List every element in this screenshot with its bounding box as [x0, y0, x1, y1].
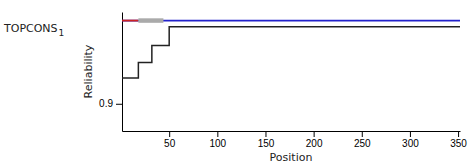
tick-mark: [217, 131, 218, 137]
annotation-text: TOPCONS: [3, 22, 58, 35]
tick-label: 250: [354, 138, 371, 149]
tick-label: 50: [164, 138, 176, 149]
tick: 150: [258, 131, 275, 149]
tick-label: 0.9: [99, 98, 113, 109]
tick-label: 300: [402, 138, 419, 149]
marks: [122, 21, 460, 79]
tick-mark: [362, 131, 363, 137]
x-axis: 50 100 150 200 250 300 350: [123, 131, 468, 149]
tick-label: 100: [209, 138, 226, 149]
tick: 0.9: [99, 98, 122, 109]
tick-mark: [458, 131, 459, 137]
plot: 50 100 150 200 250 300 350 0.9: [99, 13, 467, 150]
tick-label: 200: [306, 138, 323, 149]
chart: 50 100 150 200 250 300 350 0.9 Position Reliabili…: [0, 0, 474, 165]
y-axis-title: Reliability: [82, 44, 95, 98]
tick: 250: [354, 131, 371, 149]
tick-mark: [116, 104, 122, 105]
tick: 100: [209, 131, 226, 149]
line: [122, 27, 460, 78]
axis-line: [123, 131, 461, 132]
y-axis: 0.9: [99, 13, 122, 132]
line: [122, 20, 138, 22]
tick: 200: [306, 131, 323, 149]
line: [138, 18, 163, 23]
tick: 300: [402, 131, 419, 149]
line: [122, 20, 460, 22]
tick: 50: [164, 131, 176, 149]
axis-line: [122, 13, 123, 132]
tick-mark: [265, 131, 266, 137]
tick-mark: [169, 131, 170, 137]
tick-mark: [410, 131, 411, 137]
annotation: TOPCONS1: [3, 22, 64, 38]
tick-label: 150: [258, 138, 275, 149]
x-axis-title: Position: [270, 151, 313, 164]
tick-mark: [314, 131, 315, 137]
tick: 350: [450, 131, 467, 149]
annotation-subscript: 1: [59, 28, 65, 38]
tick-label: 350: [450, 138, 467, 149]
